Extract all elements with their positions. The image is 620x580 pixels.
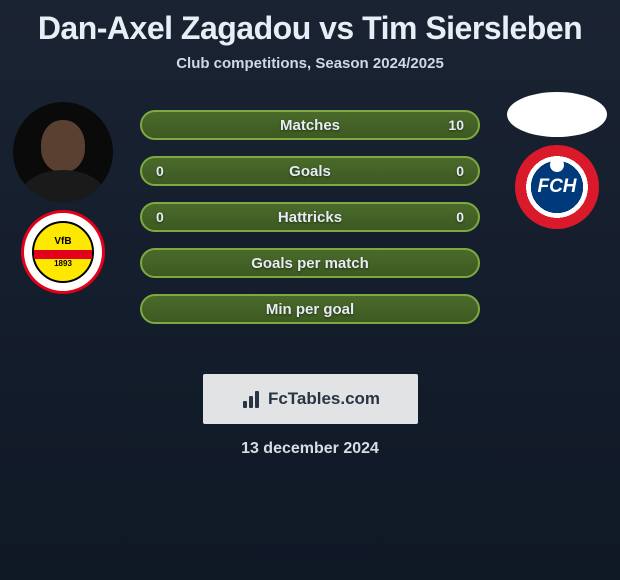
- stat-right-value: 0: [456, 163, 464, 179]
- stat-right-value: 10: [448, 117, 464, 133]
- stat-label: Matches: [280, 117, 340, 134]
- right-player-column: FCH: [502, 92, 612, 229]
- stat-bar: Matches 10: [140, 110, 480, 140]
- stat-bar: Min per goal: [140, 294, 480, 324]
- subtitle: Club competitions, Season 2024/2025: [0, 55, 620, 72]
- stat-label: Goals per match: [251, 255, 369, 272]
- player-avatar-left: [13, 102, 113, 202]
- club-crest-right: FCH: [515, 145, 599, 229]
- stat-left-value: 0: [156, 209, 164, 225]
- date-label: 13 december 2024: [0, 440, 620, 458]
- stat-bar: 0 Hattricks 0: [140, 202, 480, 232]
- stat-label: Min per goal: [266, 301, 354, 318]
- left-player-column: VfB 1893: [8, 102, 118, 294]
- stat-label: Hattricks: [278, 209, 342, 226]
- watermark-text: FcTables.com: [268, 389, 380, 409]
- stat-label: Goals: [289, 163, 331, 180]
- crest-left-code: VfB: [54, 236, 71, 247]
- stat-bar: 0 Goals 0: [140, 156, 480, 186]
- club-crest-left: VfB 1893: [21, 210, 105, 294]
- player-avatar-right: [507, 92, 607, 137]
- comparison-panel: VfB 1893 FCH Matches 10 0 Goals 0 0 Hatt…: [0, 102, 620, 362]
- stat-bar: Goals per match: [140, 248, 480, 278]
- crest-left-sub: 1893: [54, 259, 72, 268]
- page-title: Dan-Axel Zagadou vs Tim Siersleben: [0, 0, 620, 47]
- bar-chart-icon: [240, 390, 262, 408]
- crest-right-code: FCH: [537, 176, 576, 198]
- stat-left-value: 0: [156, 163, 164, 179]
- stat-right-value: 0: [456, 209, 464, 225]
- watermark-badge: FcTables.com: [203, 374, 418, 424]
- stat-bars: Matches 10 0 Goals 0 0 Hattricks 0 Goals…: [140, 110, 480, 324]
